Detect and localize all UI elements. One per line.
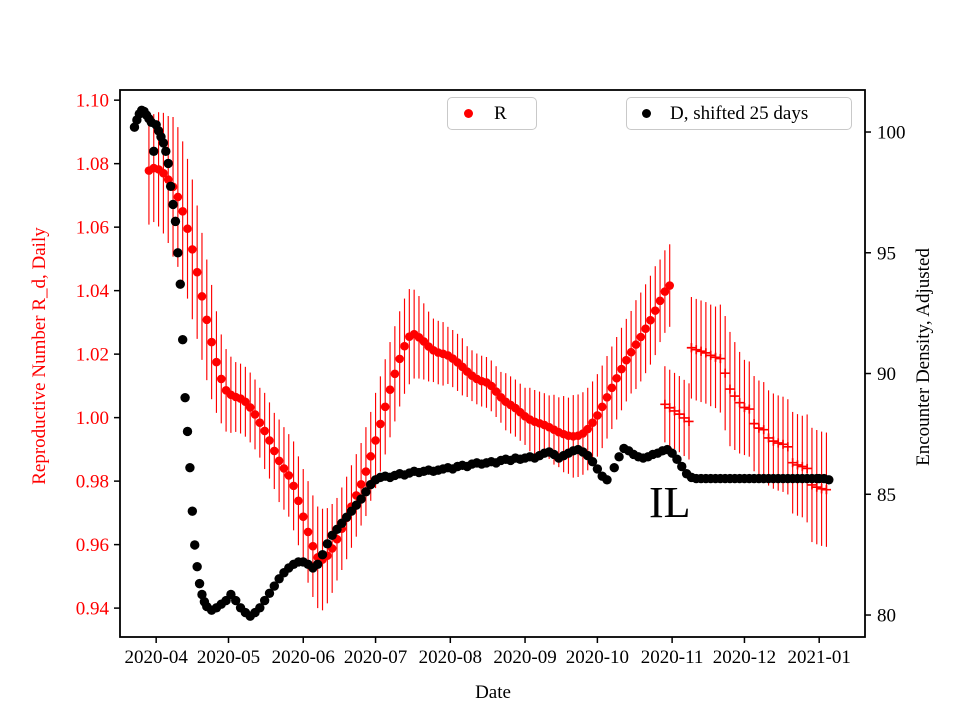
state-annotation: IL [649,478,691,527]
y-right-tick-label: 95 [877,243,896,264]
x-tick-label: 2021-01 [788,647,851,668]
series-2-circle [129,105,834,621]
x-tick-label: 2020-08 [419,647,482,668]
legend-r: R [447,97,537,130]
y-axis-right-title: Encounter Density, Adjusted [913,248,934,466]
series-1-plus [660,343,832,495]
y-right-tick-label: 80 [877,606,896,627]
series-0-circle [144,163,675,564]
y-left-tick-label: 1.00 [76,408,109,429]
y-left-tick-label: 0.98 [76,472,109,493]
legend-d: D, shifted 25 days [626,97,852,130]
x-tick-label: 2020-04 [125,647,189,668]
x-tick-label: 2020-05 [197,647,260,668]
x-tick-label: 2020-06 [272,647,335,668]
axes-box [119,89,866,638]
x-axis-title: Date [475,682,511,703]
y-left-tick-label: 1.06 [76,218,109,239]
x-tick-label: 2020-10 [566,647,629,668]
y-right-tick-label: 90 [877,364,896,385]
y-left-tick-label: 1.08 [76,154,109,175]
legend-r-marker-icon [464,109,473,118]
y-left-tick-labels: 1.10 1.08 1.06 1.04 1.02 1.00 0.98 0.96 0.94 [76,91,120,620]
y-right-tick-labels: 100 95 90 85 80 [865,123,906,627]
x-tick-label: 2020-09 [493,647,556,668]
legend-d-label: D, shifted 25 days [670,102,809,124]
x-tick-label: 2020-07 [344,647,407,668]
y-left-tick-label: 1.02 [76,345,109,366]
legend-d-marker-icon [642,109,651,118]
y-left-tick-label: 1.10 [76,91,109,112]
y-left-tick-label: 1.04 [76,281,110,302]
y-left-tick-label: 0.96 [76,535,109,556]
legend-r-label: R [494,102,507,124]
x-tick-label: 2020-12 [713,647,776,668]
y-right-tick-label: 100 [877,123,906,144]
y-left-tick-label: 0.94 [76,599,110,620]
y-right-tick-label: 85 [877,485,896,506]
x-tick-label: 2020-11 [641,647,704,668]
errorbars-series-0 [148,112,671,611]
y-axis-left-title: Reproductive Number R_d, Daily [29,227,50,485]
x-tick-labels: 2020-04 2020-05 2020-06 2020-07 2020-08 2020-… [125,637,851,668]
